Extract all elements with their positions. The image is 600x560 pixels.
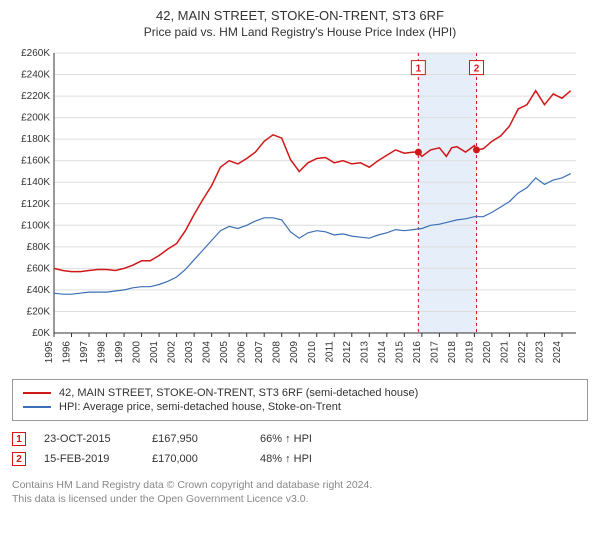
- chart-title: 42, MAIN STREET, STOKE-ON-TRENT, ST3 6RF: [12, 8, 588, 23]
- svg-text:£240K: £240K: [21, 70, 50, 81]
- tx-date: 23-OCT-2015: [44, 433, 134, 445]
- legend: 42, MAIN STREET, STOKE-ON-TRENT, ST3 6RF…: [12, 379, 588, 421]
- svg-text:2007: 2007: [254, 341, 265, 364]
- svg-text:2004: 2004: [202, 341, 213, 364]
- tx-pct: 66% ↑ HPI: [260, 433, 350, 445]
- svg-text:2005: 2005: [219, 341, 230, 364]
- tx-date: 15-FEB-2019: [44, 453, 134, 465]
- legend-swatch: [23, 406, 51, 408]
- svg-text:2020: 2020: [482, 341, 493, 364]
- svg-text:2019: 2019: [464, 341, 475, 364]
- svg-text:2022: 2022: [517, 341, 528, 364]
- svg-text:1997: 1997: [79, 341, 90, 364]
- svg-text:1998: 1998: [97, 341, 108, 364]
- svg-text:2011: 2011: [324, 341, 335, 363]
- svg-text:2023: 2023: [534, 341, 545, 364]
- svg-text:£20K: £20K: [27, 306, 51, 317]
- line-chart: £0K £20K £40K £60K £80K £100K £120K £140K £160K £…: [12, 45, 588, 375]
- legend-item: 42, MAIN STREET, STOKE-ON-TRENT, ST3 6RF…: [23, 386, 577, 400]
- footer-text: Contains HM Land Registry data © Crown c…: [12, 479, 588, 506]
- svg-text:2012: 2012: [342, 341, 353, 364]
- svg-text:2: 2: [474, 64, 480, 75]
- chart-area: £0K £20K £40K £60K £80K £100K £120K £140K £160K £…: [12, 45, 588, 375]
- svg-text:2010: 2010: [307, 341, 318, 364]
- svg-text:2021: 2021: [499, 341, 510, 364]
- legend-label: HPI: Average price, semi-detached house,…: [59, 401, 341, 413]
- legend-swatch: [23, 392, 51, 394]
- svg-text:2024: 2024: [552, 341, 563, 364]
- svg-text:2009: 2009: [289, 341, 300, 364]
- tx-pct: 48% ↑ HPI: [260, 453, 350, 465]
- svg-text:£220K: £220K: [21, 91, 50, 102]
- svg-text:£140K: £140K: [21, 177, 50, 188]
- svg-text:2002: 2002: [167, 341, 178, 364]
- marker-index: 1: [16, 434, 22, 445]
- marker-index: 2: [16, 454, 22, 465]
- tx-price: £167,950: [152, 433, 242, 445]
- svg-text:£80K: £80K: [27, 242, 51, 253]
- svg-text:£40K: £40K: [27, 285, 51, 296]
- footer-line: This data is licensed under the Open Gov…: [12, 493, 588, 507]
- svg-text:2001: 2001: [149, 341, 160, 364]
- legend-item: HPI: Average price, semi-detached house,…: [23, 400, 577, 414]
- footer-line: Contains HM Land Registry data © Crown c…: [12, 479, 588, 493]
- svg-text:£60K: £60K: [27, 263, 51, 274]
- svg-text:£180K: £180K: [21, 134, 50, 145]
- svg-text:1999: 1999: [114, 341, 125, 364]
- svg-text:£120K: £120K: [21, 199, 50, 210]
- svg-text:2003: 2003: [184, 341, 195, 364]
- table-row: 1 23-OCT-2015 £167,950 66% ↑ HPI: [12, 429, 588, 449]
- svg-text:£100K: £100K: [21, 220, 50, 231]
- svg-text:1996: 1996: [62, 341, 73, 364]
- svg-text:£200K: £200K: [21, 113, 50, 124]
- marker-badge: 1: [12, 432, 26, 446]
- svg-text:2018: 2018: [447, 341, 458, 364]
- svg-text:2016: 2016: [412, 341, 423, 364]
- svg-text:2013: 2013: [359, 341, 370, 364]
- table-row: 2 15-FEB-2019 £170,000 48% ↑ HPI: [12, 449, 588, 469]
- svg-text:2006: 2006: [237, 341, 248, 364]
- svg-text:2017: 2017: [429, 341, 440, 364]
- tx-price: £170,000: [152, 453, 242, 465]
- svg-text:2008: 2008: [272, 341, 283, 364]
- svg-text:£0K: £0K: [32, 328, 50, 339]
- marker-badge: 2: [12, 452, 26, 466]
- svg-text:1995: 1995: [44, 341, 55, 364]
- svg-text:2015: 2015: [394, 341, 405, 364]
- svg-text:£160K: £160K: [21, 156, 50, 167]
- legend-label: 42, MAIN STREET, STOKE-ON-TRENT, ST3 6RF…: [59, 387, 418, 399]
- transaction-table: 1 23-OCT-2015 £167,950 66% ↑ HPI 2 15-FE…: [12, 429, 588, 469]
- svg-text:£260K: £260K: [21, 48, 50, 59]
- svg-text:1: 1: [416, 64, 422, 75]
- svg-text:2000: 2000: [132, 341, 143, 364]
- svg-text:2014: 2014: [377, 341, 388, 364]
- chart-subtitle: Price paid vs. HM Land Registry's House …: [12, 25, 588, 39]
